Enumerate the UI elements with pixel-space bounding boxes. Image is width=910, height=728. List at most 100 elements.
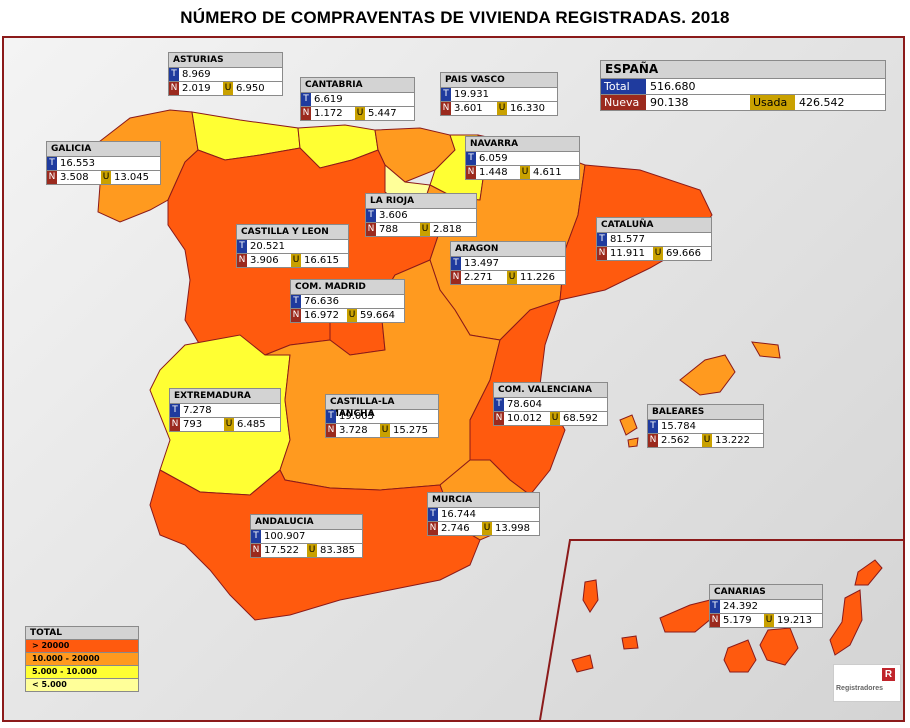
region-box-murcia[interactable]: MURCIA T 16.744 N 2.746 U 13.998	[427, 492, 540, 536]
nueva-tag: N	[237, 254, 247, 267]
region-canarias-gran-canaria[interactable]	[759, 627, 799, 666]
region-box-cataluna[interactable]: CATALUÑA T 81.577 N 11.911 U 69.666	[596, 217, 712, 261]
region-baleares-ibiza[interactable]	[619, 414, 638, 436]
usada-tag: U	[497, 102, 507, 115]
region-box-com-madrid[interactable]: COM. MADRID T 76.636 N 16.972 U 59.664	[290, 279, 405, 323]
region-name: COM. MADRID	[290, 279, 405, 295]
region-baleares-formentera[interactable]	[627, 437, 639, 448]
region-baleares-menorca[interactable]	[751, 341, 781, 359]
region-name: MURCIA	[427, 492, 540, 508]
total-value: 6.619	[314, 94, 343, 105]
total-value: 19.931	[454, 89, 489, 100]
nueva-tag: N	[366, 223, 376, 236]
region-name: ARAGON	[450, 241, 566, 257]
nueva-tag: N	[169, 82, 179, 95]
registradores-logo: R Registradores	[833, 664, 901, 702]
nueva-tag: N	[494, 412, 504, 425]
region-box-extremadura[interactable]: EXTREMADURA T 7.278 N 793 U 6.485	[169, 388, 281, 432]
usada-value: 16.615	[304, 255, 339, 266]
total-tag: T	[237, 240, 247, 253]
nueva-value: 2.746	[441, 523, 470, 534]
legend-item-lt-5000: < 5.000	[25, 679, 139, 692]
nueva-value: 11.911	[610, 248, 645, 259]
total-value: 3.606	[379, 210, 408, 221]
region-canarias-east[interactable]	[723, 639, 757, 673]
total-tag: T	[291, 295, 301, 308]
usada-tag: U	[380, 424, 390, 437]
spain-usada-value: 426.542	[799, 96, 845, 109]
region-canarias-la-gomera[interactable]	[621, 635, 639, 650]
region-canarias-tenerife[interactable]	[659, 599, 713, 633]
region-box-com-valenciana[interactable]: COM. VALENCIANA T 78.604 N 10.012 U 68.592	[493, 382, 608, 426]
total-tag: T	[301, 93, 311, 106]
spain-summary: ESPAÑA Total 516.680 Nueva 90.138 Usada …	[600, 60, 886, 111]
spain-usada-label: Usada	[750, 95, 795, 110]
total-tag: T	[428, 508, 438, 521]
nueva-value: 17.522	[264, 545, 299, 556]
total-value: 16.553	[60, 158, 95, 169]
usada-value: 59.664	[360, 310, 395, 321]
region-box-la-rioja[interactable]: LA RIOJA T 3.606 N 788 U 2.818	[365, 193, 477, 237]
usada-value: 68.592	[563, 413, 598, 424]
region-name: NAVARRA	[465, 136, 580, 152]
region-canarias-fuerteventura[interactable]	[829, 589, 863, 656]
nueva-value: 3.728	[339, 425, 368, 436]
total-tag: T	[251, 530, 261, 543]
total-tag: T	[441, 88, 451, 101]
region-box-castilla-y-leon[interactable]: CASTILLA Y LEON T 20.521 N 3.906 U 16.615	[236, 224, 349, 268]
nueva-tag: N	[597, 247, 607, 260]
region-box-canarias[interactable]: CANARIAS T 24.392 N 5.179 U 19.213	[709, 584, 823, 628]
usada-value: 6.950	[236, 83, 265, 94]
total-value: 81.577	[610, 234, 645, 245]
nueva-value: 2.271	[464, 272, 493, 283]
total-tag: T	[169, 68, 179, 81]
total-value: 20.521	[250, 241, 285, 252]
spain-nueva-value: 90.138	[650, 96, 689, 109]
usada-value: 13.045	[114, 172, 149, 183]
usada-value: 13.222	[715, 435, 750, 446]
region-box-navarra[interactable]: NAVARRA T 6.059 N 1.448 U 4.611	[465, 136, 580, 180]
usada-tag: U	[355, 107, 365, 120]
total-tag: T	[451, 257, 461, 270]
legend-item-5000-10000: 5.000 - 10.000	[25, 666, 139, 679]
nueva-value: 1.448	[479, 167, 508, 178]
nueva-tag: N	[710, 614, 720, 627]
legend-item-10000-20000: 10.000 - 20000	[25, 653, 139, 666]
total-value: 6.059	[479, 153, 508, 164]
nueva-value: 5.179	[723, 615, 752, 626]
legend-item-gt-20000: > 20000	[25, 640, 139, 653]
total-tag: T	[47, 157, 57, 170]
usada-value: 11.226	[520, 272, 555, 283]
region-box-galicia[interactable]: GALICIA T 16.553 N 3.508 U 13.045	[46, 141, 161, 185]
nueva-value: 793	[183, 419, 203, 430]
total-value: 100.907	[264, 531, 306, 542]
region-name: GALICIA	[46, 141, 161, 157]
region-box-asturias[interactable]: ASTURIAS T 8.969 N 2.019 U 6.950	[168, 52, 283, 96]
registradores-logo-mark: R	[882, 668, 895, 681]
region-baleares-mallorca[interactable]	[679, 354, 736, 396]
total-value: 78.604	[507, 399, 542, 410]
region-canarias-el-hierro[interactable]	[571, 654, 594, 673]
region-box-cantabria[interactable]: CANTABRIA T 6.619 N 1.172 U 5.447	[300, 77, 415, 121]
region-box-castilla-la-mancha[interactable]: CASTILLA-LA MANCHA T 19.003 N 3.728 U 15.275	[325, 394, 439, 438]
region-canarias-lanzarote[interactable]	[854, 559, 883, 586]
region-box-pais-vasco[interactable]: PAIS VASCO T 19.931 N 3.601 U 16.330	[440, 72, 558, 116]
total-value: 8.969	[182, 69, 211, 80]
region-name: CASTILLA-LA MANCHA	[325, 394, 439, 419]
page-title: NÚMERO DE COMPRAVENTAS DE VIVIENDA REGIS…	[180, 8, 730, 27]
region-box-aragon[interactable]: ARAGON T 13.497 N 2.271 U 11.226	[450, 241, 566, 285]
region-box-baleares[interactable]: BALEARES T 15.784 N 2.562 U 13.222	[647, 404, 764, 448]
nueva-value: 3.906	[250, 255, 279, 266]
region-name: PAIS VASCO	[440, 72, 558, 88]
region-canarias-la-palma[interactable]	[582, 579, 599, 613]
usada-value: 4.611	[533, 167, 562, 178]
nueva-value: 2.019	[182, 83, 211, 94]
total-tag: T	[326, 410, 336, 423]
usada-tag: U	[507, 271, 517, 284]
nueva-tag: N	[326, 424, 336, 437]
usada-value: 6.485	[237, 419, 266, 430]
nueva-value: 2.562	[661, 435, 690, 446]
region-name: ANDALUCIA	[250, 514, 363, 530]
region-box-andalucia[interactable]: ANDALUCIA T 100.907 N 17.522 U 83.385	[250, 514, 363, 558]
usada-value: 5.447	[368, 108, 397, 119]
